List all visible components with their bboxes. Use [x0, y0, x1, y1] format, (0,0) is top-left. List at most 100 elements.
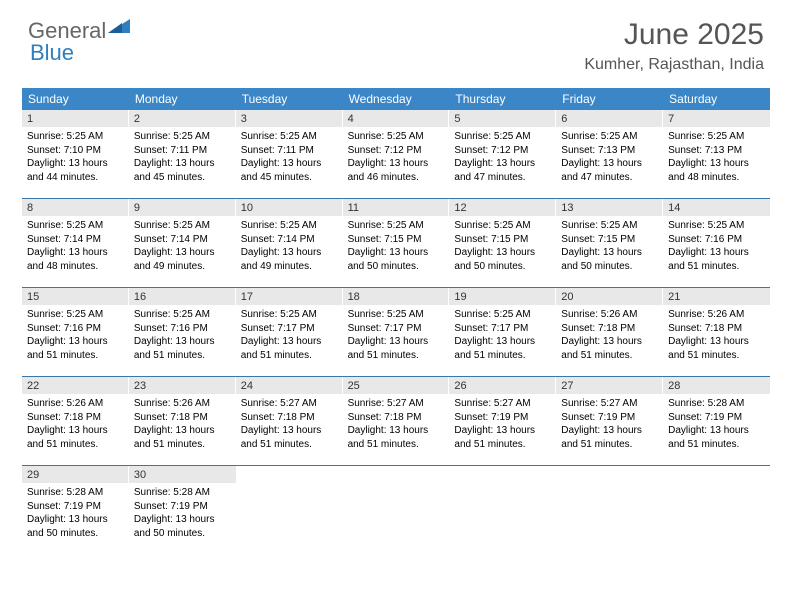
daylight-text: and 51 minutes. — [241, 438, 339, 452]
day-header-wed: Wednesday — [343, 88, 450, 110]
sunset-text: Sunset: 7:19 PM — [134, 500, 232, 514]
sunrise-text: Sunrise: 5:25 AM — [454, 219, 552, 233]
daylight-text: and 49 minutes. — [241, 260, 339, 274]
sunrise-text: Sunrise: 5:25 AM — [134, 219, 232, 233]
day-header-fri: Friday — [556, 88, 663, 110]
date-number: 4 — [343, 110, 450, 127]
cell-body: Sunrise: 5:27 AMSunset: 7:18 PMDaylight:… — [343, 394, 450, 454]
cell-body: Sunrise: 5:25 AMSunset: 7:16 PMDaylight:… — [22, 305, 129, 365]
date-number: 26 — [449, 377, 556, 394]
cell-body: Sunrise: 5:27 AMSunset: 7:19 PMDaylight:… — [449, 394, 556, 454]
cell-body: Sunrise: 5:28 AMSunset: 7:19 PMDaylight:… — [22, 483, 129, 543]
calendar-cell — [449, 466, 556, 554]
cell-body: Sunrise: 5:27 AMSunset: 7:19 PMDaylight:… — [556, 394, 663, 454]
week-row: 1Sunrise: 5:25 AMSunset: 7:10 PMDaylight… — [22, 110, 770, 199]
calendar-cell: 29Sunrise: 5:28 AMSunset: 7:19 PMDayligh… — [22, 466, 129, 554]
sunset-text: Sunset: 7:14 PM — [134, 233, 232, 247]
sunrise-text: Sunrise: 5:25 AM — [454, 130, 552, 144]
daylight-text: and 51 minutes. — [561, 349, 659, 363]
calendar-cell: 19Sunrise: 5:25 AMSunset: 7:17 PMDayligh… — [449, 288, 556, 376]
cell-body: Sunrise: 5:25 AMSunset: 7:11 PMDaylight:… — [236, 127, 343, 187]
sunset-text: Sunset: 7:15 PM — [454, 233, 552, 247]
calendar-cell: 7Sunrise: 5:25 AMSunset: 7:13 PMDaylight… — [663, 110, 770, 198]
date-number: 25 — [343, 377, 450, 394]
daylight-text: Daylight: 13 hours — [241, 157, 339, 171]
daylight-text: and 50 minutes. — [27, 527, 125, 541]
daylight-text: Daylight: 13 hours — [134, 424, 232, 438]
date-number: 7 — [663, 110, 770, 127]
date-number: 23 — [129, 377, 236, 394]
daylight-text: Daylight: 13 hours — [241, 424, 339, 438]
date-number: 10 — [236, 199, 343, 216]
date-number: 2 — [129, 110, 236, 127]
sunset-text: Sunset: 7:19 PM — [561, 411, 659, 425]
daylight-text: and 44 minutes. — [27, 171, 125, 185]
daylight-text: and 50 minutes. — [348, 260, 446, 274]
date-number: 19 — [449, 288, 556, 305]
sunset-text: Sunset: 7:17 PM — [348, 322, 446, 336]
sunrise-text: Sunrise: 5:25 AM — [348, 130, 446, 144]
date-number: 18 — [343, 288, 450, 305]
sunset-text: Sunset: 7:17 PM — [241, 322, 339, 336]
daylight-text: and 51 minutes. — [134, 349, 232, 363]
sunset-text: Sunset: 7:14 PM — [241, 233, 339, 247]
date-number: 5 — [449, 110, 556, 127]
daylight-text: Daylight: 13 hours — [27, 157, 125, 171]
daylight-text: and 51 minutes. — [348, 438, 446, 452]
daylight-text: and 51 minutes. — [668, 438, 766, 452]
daylight-text: Daylight: 13 hours — [241, 246, 339, 260]
logo-text-2: Blue — [30, 40, 74, 66]
sunset-text: Sunset: 7:16 PM — [27, 322, 125, 336]
calendar-cell: 2Sunrise: 5:25 AMSunset: 7:11 PMDaylight… — [129, 110, 236, 198]
date-number: 21 — [663, 288, 770, 305]
daylight-text: Daylight: 13 hours — [134, 513, 232, 527]
daylight-text: and 51 minutes. — [134, 438, 232, 452]
calendar-cell — [556, 466, 663, 554]
sunset-text: Sunset: 7:11 PM — [241, 144, 339, 158]
daylight-text: Daylight: 13 hours — [668, 335, 766, 349]
sunrise-text: Sunrise: 5:25 AM — [134, 308, 232, 322]
calendar-cell: 12Sunrise: 5:25 AMSunset: 7:15 PMDayligh… — [449, 199, 556, 287]
calendar-cell — [343, 466, 450, 554]
daylight-text: and 47 minutes. — [454, 171, 552, 185]
cell-body: Sunrise: 5:25 AMSunset: 7:16 PMDaylight:… — [663, 216, 770, 276]
sunset-text: Sunset: 7:19 PM — [27, 500, 125, 514]
sunset-text: Sunset: 7:18 PM — [561, 322, 659, 336]
calendar: Sunday Monday Tuesday Wednesday Thursday… — [22, 88, 770, 554]
date-number: 22 — [22, 377, 129, 394]
date-number: 6 — [556, 110, 663, 127]
sunrise-text: Sunrise: 5:25 AM — [348, 308, 446, 322]
cell-body: Sunrise: 5:25 AMSunset: 7:14 PMDaylight:… — [236, 216, 343, 276]
sunrise-text: Sunrise: 5:25 AM — [27, 219, 125, 233]
sunrise-text: Sunrise: 5:28 AM — [134, 486, 232, 500]
sunrise-text: Sunrise: 5:27 AM — [348, 397, 446, 411]
daylight-text: Daylight: 13 hours — [241, 335, 339, 349]
daylight-text: and 46 minutes. — [348, 171, 446, 185]
sunset-text: Sunset: 7:15 PM — [561, 233, 659, 247]
calendar-cell: 18Sunrise: 5:25 AMSunset: 7:17 PMDayligh… — [343, 288, 450, 376]
sunrise-text: Sunrise: 5:25 AM — [668, 130, 766, 144]
date-number: 1 — [22, 110, 129, 127]
daylight-text: and 48 minutes. — [27, 260, 125, 274]
cell-body: Sunrise: 5:25 AMSunset: 7:17 PMDaylight:… — [343, 305, 450, 365]
day-header-sun: Sunday — [22, 88, 129, 110]
location-label: Kumher, Rajasthan, India — [584, 56, 764, 74]
daylight-text: Daylight: 13 hours — [27, 246, 125, 260]
daylight-text: and 51 minutes. — [348, 349, 446, 363]
calendar-cell: 17Sunrise: 5:25 AMSunset: 7:17 PMDayligh… — [236, 288, 343, 376]
daylight-text: and 51 minutes. — [454, 438, 552, 452]
daylight-text: and 51 minutes. — [241, 349, 339, 363]
cell-body: Sunrise: 5:25 AMSunset: 7:15 PMDaylight:… — [556, 216, 663, 276]
daylight-text: and 51 minutes. — [668, 260, 766, 274]
calendar-cell: 24Sunrise: 5:27 AMSunset: 7:18 PMDayligh… — [236, 377, 343, 465]
date-number: 24 — [236, 377, 343, 394]
calendar-cell: 5Sunrise: 5:25 AMSunset: 7:12 PMDaylight… — [449, 110, 556, 198]
calendar-cell: 30Sunrise: 5:28 AMSunset: 7:19 PMDayligh… — [129, 466, 236, 554]
date-number: 14 — [663, 199, 770, 216]
calendar-cell: 21Sunrise: 5:26 AMSunset: 7:18 PMDayligh… — [663, 288, 770, 376]
daylight-text: Daylight: 13 hours — [134, 246, 232, 260]
calendar-cell: 6Sunrise: 5:25 AMSunset: 7:13 PMDaylight… — [556, 110, 663, 198]
date-number: 29 — [22, 466, 129, 483]
cell-body: Sunrise: 5:25 AMSunset: 7:12 PMDaylight:… — [343, 127, 450, 187]
sunset-text: Sunset: 7:18 PM — [27, 411, 125, 425]
